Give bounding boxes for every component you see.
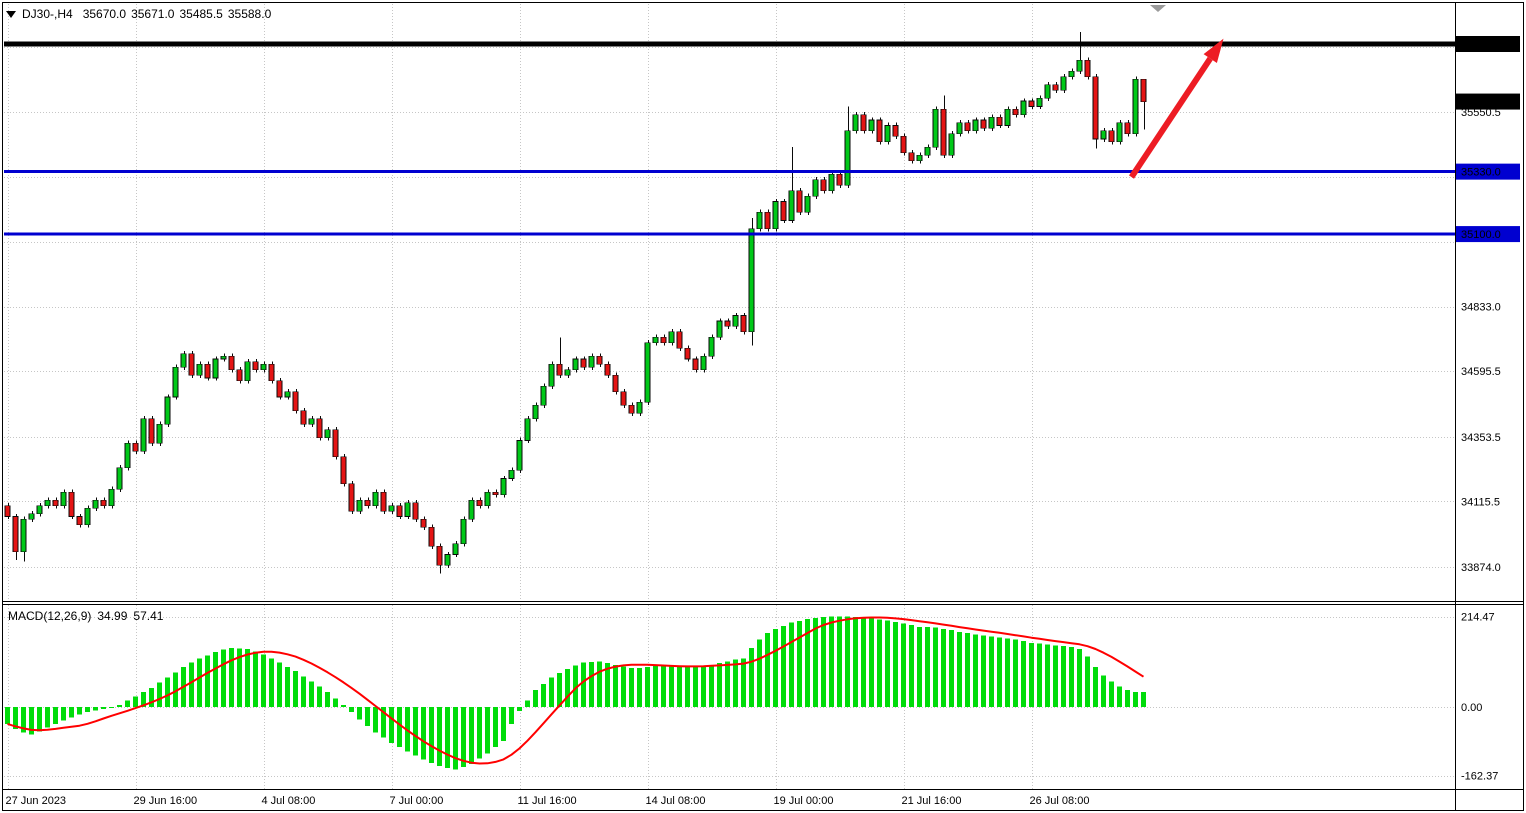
price-badge-label: 35588.0 xyxy=(1461,97,1501,109)
time-tick-label: 4 Jul 08:00 xyxy=(262,795,316,807)
time-tick-label: 11 Jul 16:00 xyxy=(518,795,577,807)
macd-tick-label: 214.47 xyxy=(1461,612,1495,624)
time-tick-label: 26 Jul 08:00 xyxy=(1030,795,1090,807)
price-tick-label: 34595.5 xyxy=(1461,366,1501,378)
time-tick-label: 7 Jul 00:00 xyxy=(390,795,444,807)
price-axis[interactable]: 35550.5 34833.0 34595.5 34353.5 34115.5 33874… xyxy=(1456,36,1520,783)
horizontal-level-lines[interactable] xyxy=(4,41,1455,236)
macd-value-signal: 57.41 xyxy=(133,609,164,623)
time-tick-label: 21 Jul 16:00 xyxy=(902,795,962,807)
macd-signal-line xyxy=(7,616,1145,765)
chart-header: DJ30-,H4 35670.0 35671.0 35485.5 35588.0 xyxy=(6,7,276,21)
ohlc-close: 35588.0 xyxy=(227,7,272,21)
ohlc-open: 35670.0 xyxy=(82,7,127,21)
symbol-timeframe: DJ30-,H4 xyxy=(22,7,73,21)
macd-histogram xyxy=(5,616,1146,770)
time-tick-label: 14 Jul 08:00 xyxy=(646,795,706,807)
chart-shift-icon[interactable] xyxy=(1150,5,1166,12)
ohlc-low: 35485.5 xyxy=(179,7,223,21)
price-badge xyxy=(1456,163,1520,180)
gridlines xyxy=(4,4,1455,789)
price-tick-label: 34833.0 xyxy=(1461,302,1501,314)
price-tick-label: 35550.5 xyxy=(1461,107,1501,119)
price-tick-label: 34353.5 xyxy=(1461,432,1501,444)
symbol-dropdown-icon xyxy=(6,11,16,19)
macd-header: MACD(12,26,9) 34.99 57.41 xyxy=(8,609,169,623)
macd-label: MACD(12,26,9) xyxy=(8,609,92,623)
macd-value-main: 34.99 xyxy=(97,609,128,623)
time-tick-label: 29 Jun 16:00 xyxy=(134,795,198,807)
price-badge-label: 35800.0 xyxy=(1461,39,1501,51)
macd-tick-label: -162.37 xyxy=(1461,771,1498,783)
price-tick-label: 33874.0 xyxy=(1461,562,1501,574)
time-axis[interactable]: 27 Jun 2023 29 Jun 16:00 4 Jul 08:00 7 Jul … xyxy=(6,795,1090,807)
ohlc-high: 35671.0 xyxy=(131,7,175,21)
price-badge-label: 35100.0 xyxy=(1461,229,1501,241)
macd-tick-label: 0.00 xyxy=(1461,702,1482,714)
price-tick-label: 34115.5 xyxy=(1461,496,1500,508)
price-badge xyxy=(1456,226,1520,243)
price-badge xyxy=(1456,36,1520,52)
price-badge xyxy=(1456,93,1520,110)
trend-arrow[interactable] xyxy=(1129,38,1224,179)
time-tick-label: 19 Jul 00:00 xyxy=(774,795,834,807)
candlestick-series[interactable] xyxy=(4,31,1147,574)
time-tick-label: 27 Jun 2023 xyxy=(6,795,67,807)
price-badge-label: 35330.0 xyxy=(1461,167,1501,179)
